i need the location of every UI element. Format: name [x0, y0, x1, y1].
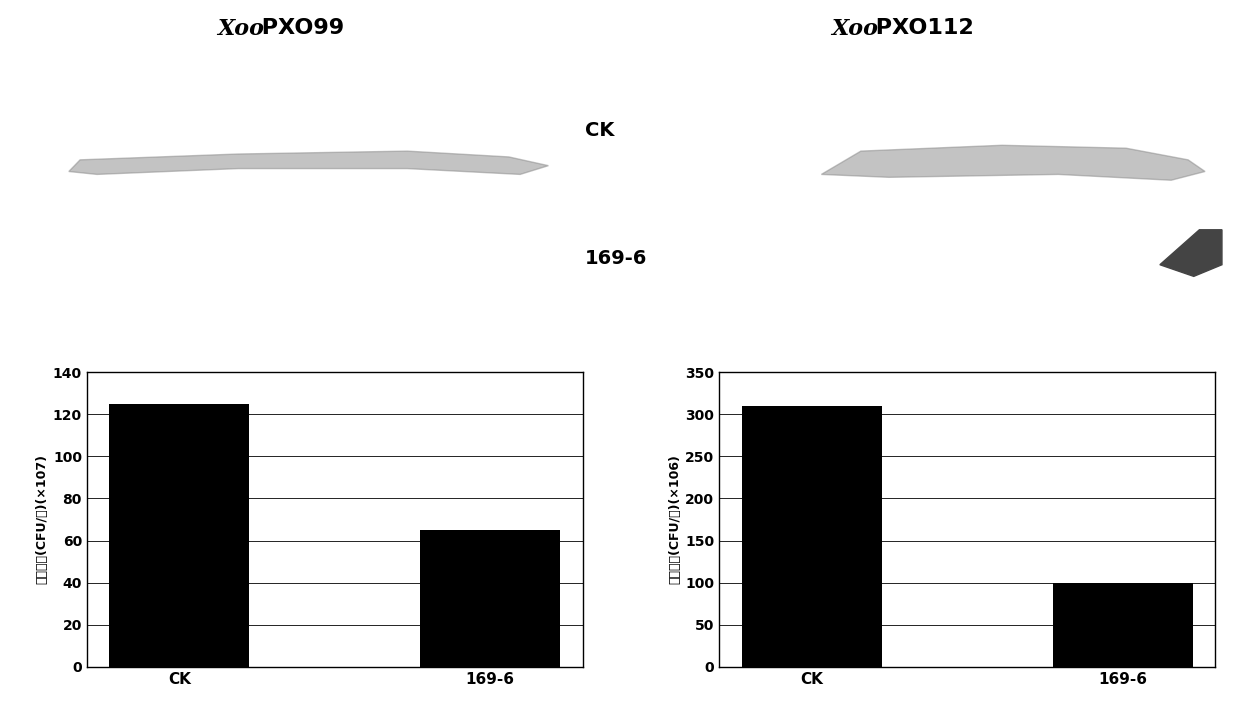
Bar: [742, 406, 882, 667]
Text: CK: CK: [585, 121, 615, 140]
Bar: [420, 530, 560, 667]
Polygon shape: [805, 125, 1216, 189]
Polygon shape: [1159, 230, 1221, 277]
Y-axis label: 细菌数量(CFU/叶)(×107): 细菌数量(CFU/叶)(×107): [36, 454, 48, 585]
Text: 169-6: 169-6: [585, 249, 647, 268]
Text: Xoo: Xoo: [217, 18, 264, 39]
Polygon shape: [821, 145, 1205, 180]
Text: PXO112: PXO112: [868, 18, 973, 37]
Polygon shape: [419, 288, 570, 312]
Polygon shape: [1086, 277, 1221, 305]
Polygon shape: [1047, 212, 1221, 270]
Polygon shape: [69, 151, 548, 174]
Y-axis label: 细菌数量(CFU/叶)(×106): 细菌数量(CFU/叶)(×106): [668, 454, 681, 585]
Text: PXO99: PXO99: [254, 18, 345, 37]
Bar: [109, 404, 249, 667]
Polygon shape: [351, 239, 570, 285]
Text: Xoo: Xoo: [831, 18, 878, 39]
Bar: [1053, 583, 1193, 667]
Polygon shape: [57, 131, 565, 186]
